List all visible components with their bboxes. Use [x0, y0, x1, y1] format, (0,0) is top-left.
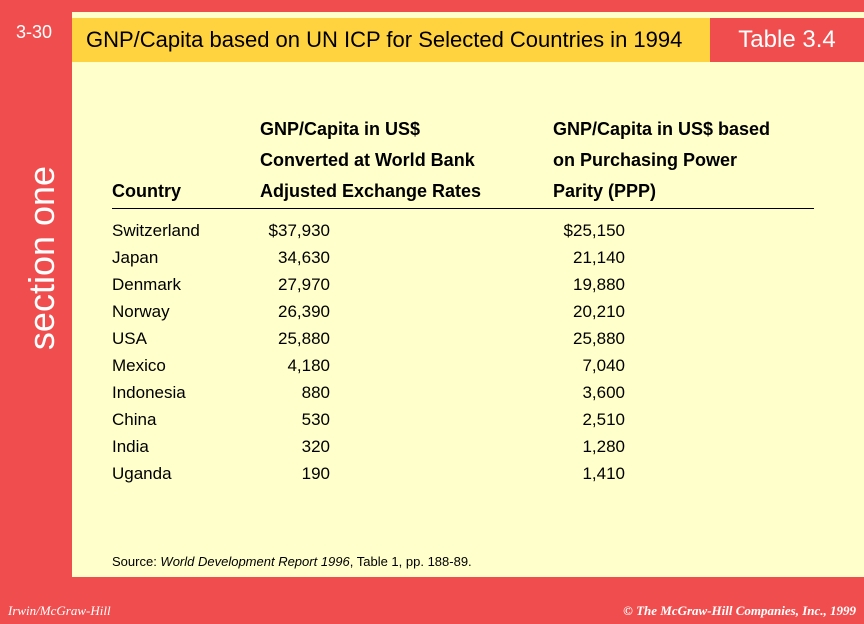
header-ppp-line-3: Parity (PPP) [553, 181, 657, 201]
ppp-cell: 1,280 [582, 437, 625, 456]
slide-title: GNP/Capita based on UN ICP for Selected … [86, 27, 683, 52]
ppp-cell: 3,600 [582, 383, 625, 402]
country-cell: Mexico [112, 356, 166, 375]
footer-copyright: © The McGraw-Hill Companies, Inc., 1999 [623, 603, 856, 618]
table-label: Table 3.4 [710, 18, 864, 62]
country-cell: Indonesia [112, 383, 186, 402]
header-country: Country [112, 181, 181, 201]
header-exchange-line-1: GNP/Capita in US$ [260, 119, 421, 139]
ppp-cell: 25,880 [573, 329, 625, 348]
ppp-cell: $25,150 [563, 221, 625, 240]
exchange-cell: 530 [301, 410, 330, 429]
header-exchange-line-3: Adjusted Exchange Rates [260, 181, 482, 201]
exchange-cell: 27,970 [278, 275, 330, 294]
header-ppp-line-2: on Purchasing Power [553, 150, 738, 170]
exchange-cell: 190 [301, 464, 330, 483]
ppp-cell: 21,140 [573, 248, 625, 267]
country-cell: China [112, 410, 157, 429]
ppp-cell: 2,510 [582, 410, 625, 429]
exchange-cell: 320 [301, 437, 330, 456]
country-cell: India [112, 437, 149, 456]
header-exchange-line-2: Converted at World Bank [260, 150, 475, 170]
section-label: section one [21, 165, 62, 351]
header-ppp-line-1: GNP/Capita in US$ based [553, 119, 771, 139]
exchange-cell: 26,390 [278, 302, 330, 321]
country-cell: USA [112, 329, 147, 348]
country-cell: Denmark [112, 275, 181, 294]
content-panel: GNP/Capita based on UN ICP for Selected … [72, 12, 864, 577]
country-cell: Uganda [112, 464, 172, 483]
footer-publisher: Irwin/McGraw-Hill [8, 603, 111, 618]
source-prefix: Source: [112, 554, 161, 569]
exchange-cell: 34,630 [278, 248, 330, 267]
ppp-cell: 20,210 [573, 302, 625, 321]
slide-number: 3-30 [16, 22, 53, 42]
source-note: Source: World Development Report 1996, T… [112, 554, 472, 569]
ppp-cell: 19,880 [573, 275, 625, 294]
exchange-cell: 25,880 [278, 329, 330, 348]
title-bar: GNP/Capita based on UN ICP for Selected … [72, 18, 710, 62]
exchange-cell: 4,180 [287, 356, 330, 375]
country-cell: Japan [112, 248, 159, 267]
ppp-cell: 7,040 [582, 356, 625, 375]
country-cell: Switzerland [112, 221, 200, 240]
country-cell: Norway [112, 302, 170, 321]
source-suffix: , Table 1, pp. 188-89. [349, 554, 472, 569]
exchange-cell: 880 [301, 383, 330, 402]
source-publication: World Development Report 1996 [160, 554, 350, 569]
exchange-cell: $37,930 [268, 221, 330, 240]
header-rule [112, 208, 814, 209]
ppp-cell: 1,410 [582, 464, 625, 483]
